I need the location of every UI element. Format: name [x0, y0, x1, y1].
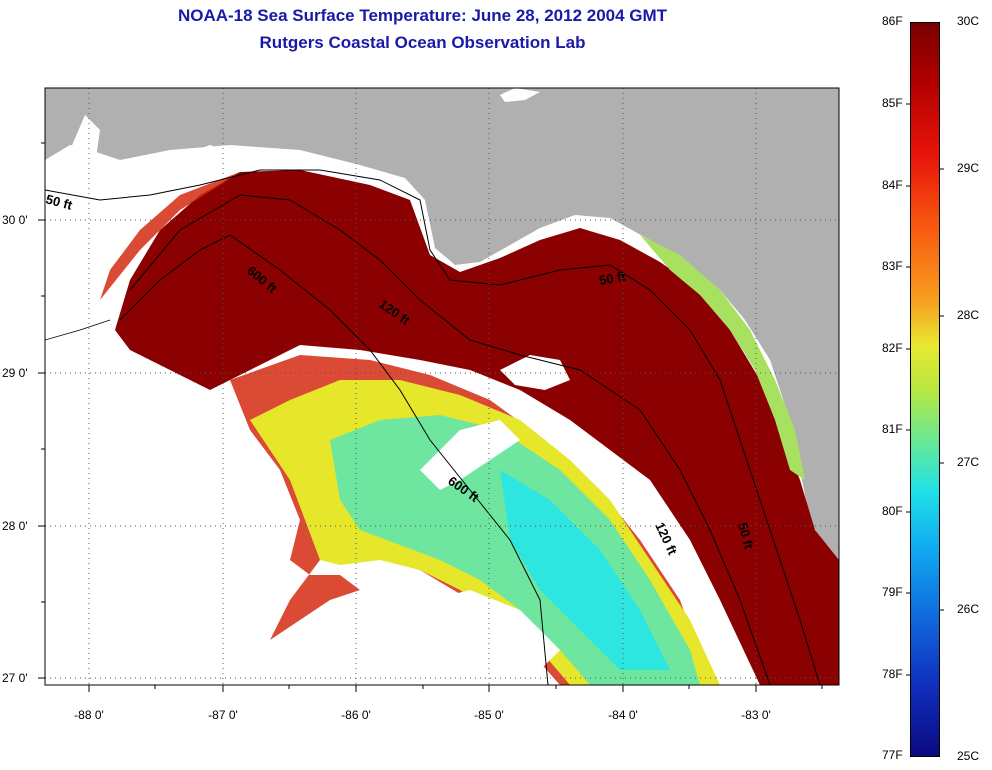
contour-label: 50 ft: [735, 521, 757, 551]
colorbar-f-label: 77F: [882, 748, 903, 762]
colorbar-c-label: 29C: [957, 161, 980, 175]
coastal-bay: [500, 88, 540, 102]
colorbar-c-label: 25C: [957, 749, 980, 763]
contour-120ft: [129, 194, 771, 685]
sst-warm-region: [115, 170, 839, 685]
longitude-label: -85 0': [474, 708, 504, 722]
contour-600ft: [119, 234, 549, 685]
longitude-label: -87 0': [208, 708, 238, 722]
contour-50ft: [45, 169, 821, 685]
colorbar-c-label: 30C: [957, 14, 980, 28]
longitude-label: -88 0': [74, 708, 104, 722]
coastal-bay: [45, 115, 230, 195]
colorbar-f-label: 85F: [882, 96, 903, 110]
colorbar-f-label: 78F: [882, 667, 903, 681]
colorbar-f-label: 83F: [882, 259, 903, 273]
map-title: NOAA-18 Sea Surface Temperature: June 28…: [177, 6, 668, 25]
land-mass: [45, 88, 839, 560]
cloud-patch: [420, 420, 520, 490]
colorbar-f-label: 81F: [882, 422, 903, 436]
longitude-label: -86 0': [341, 708, 371, 722]
latitude-label: 27 0': [2, 671, 28, 685]
map-subtitle: Rutgers Coastal Ocean Observation Lab: [259, 33, 586, 52]
latitude-label: 29 0': [2, 366, 28, 380]
coastline-outline: [45, 319, 111, 341]
sst-coastal-fringe: [640, 235, 805, 480]
contour-label: 50 ft: [44, 191, 74, 213]
sst-coolest-region: [500, 470, 670, 670]
colorbar-f-label: 84F: [882, 178, 903, 192]
cloud-patch: [430, 590, 560, 670]
colorbar-f-label: 82F: [882, 341, 903, 355]
colorbar-f-label: 86F: [882, 14, 903, 28]
latitude-label: 28 0': [2, 519, 28, 533]
contour-label: 50 ft: [598, 268, 628, 288]
latitude-label: 30 0': [2, 213, 28, 227]
colorbar-c-label: 26C: [957, 602, 980, 616]
colorbar-f-label: 79F: [882, 585, 903, 599]
map-frame: [44, 87, 840, 686]
axis-ticks: [38, 142, 823, 692]
colorbar-f-label: 80F: [882, 504, 903, 518]
colorbar-c-label: 28C: [957, 308, 980, 322]
temperature-colorbar: [910, 22, 940, 757]
longitude-label: -83 0': [741, 708, 771, 722]
longitude-label: -84 0': [608, 708, 638, 722]
colorbar-c-label: 27C: [957, 455, 980, 469]
